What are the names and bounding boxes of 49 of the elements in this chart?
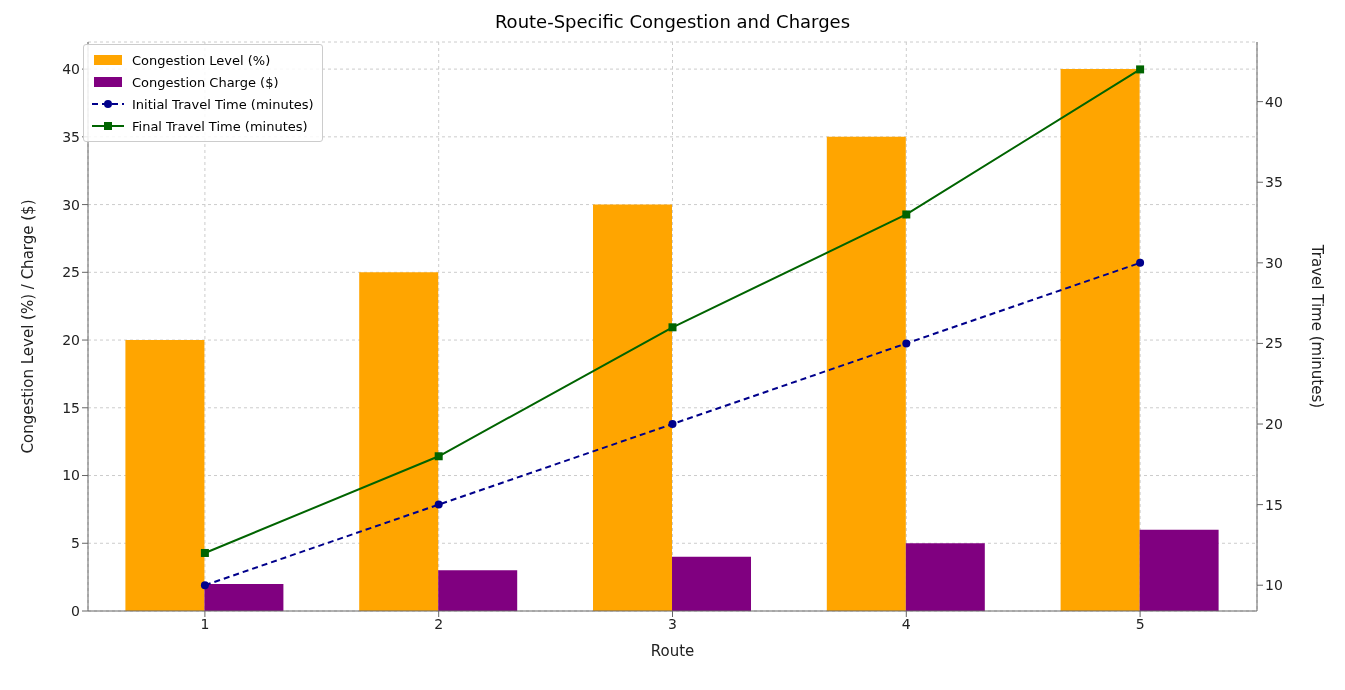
y2-tick-label: 40 (1265, 93, 1283, 110)
x-tick-label: 3 (668, 615, 677, 632)
y2-tick-label: 10 (1265, 577, 1283, 594)
y2-tick-label: 30 (1265, 254, 1283, 271)
bar (1139, 529, 1219, 611)
y-tick-label: 20 (62, 332, 80, 349)
x-tick-label: 5 (1135, 615, 1145, 632)
y2-axis-title: Travel Time (minutes) (1307, 243, 1326, 409)
y-tick-label: 30 (62, 196, 80, 213)
legend-label: Final Travel Time (minutes) (132, 118, 308, 134)
y2-tick-label: 15 (1265, 496, 1283, 513)
bar (1060, 69, 1140, 611)
x-tick-label: 4 (901, 615, 911, 632)
point (902, 210, 911, 219)
x-tick-label: 2 (434, 615, 444, 632)
y-tick-label: 10 (62, 467, 80, 484)
point (434, 500, 443, 509)
x-tick-label: 1 (200, 615, 210, 632)
y2-tick-label: 20 (1265, 415, 1283, 432)
y2-tick-label: 35 (1265, 174, 1283, 191)
y-axis-title: Congestion Level (%) / Charge ($) (19, 199, 38, 454)
point (1136, 258, 1145, 267)
point (200, 581, 209, 590)
legend-label: Congestion Level (%) (132, 52, 271, 68)
point (668, 420, 677, 429)
bar (905, 543, 985, 611)
bar (593, 204, 673, 611)
bar (359, 272, 439, 611)
y-tick-label: 25 (62, 264, 80, 281)
point (668, 323, 677, 332)
bar (125, 340, 205, 611)
y-tick-label: 5 (71, 535, 80, 552)
point (902, 339, 911, 348)
y-tick-label: 40 (62, 61, 80, 78)
bar (204, 583, 284, 611)
x-axis-title: Route (650, 642, 695, 660)
y-tick-label: 35 (62, 128, 80, 145)
point (434, 452, 443, 461)
bar (438, 570, 518, 611)
y-tick-label: 15 (62, 399, 80, 416)
bar (826, 136, 906, 611)
chart-title: Route-Specific Congestion and Charges (493, 10, 852, 34)
legend-label: Congestion Charge ($) (132, 74, 279, 90)
point (200, 548, 209, 557)
legend-label: Initial Travel Time (minutes) (132, 96, 314, 112)
y2-tick-label: 25 (1265, 335, 1283, 352)
point (1136, 65, 1145, 74)
y-tick-label: 0 (71, 602, 80, 619)
bar (672, 556, 752, 611)
